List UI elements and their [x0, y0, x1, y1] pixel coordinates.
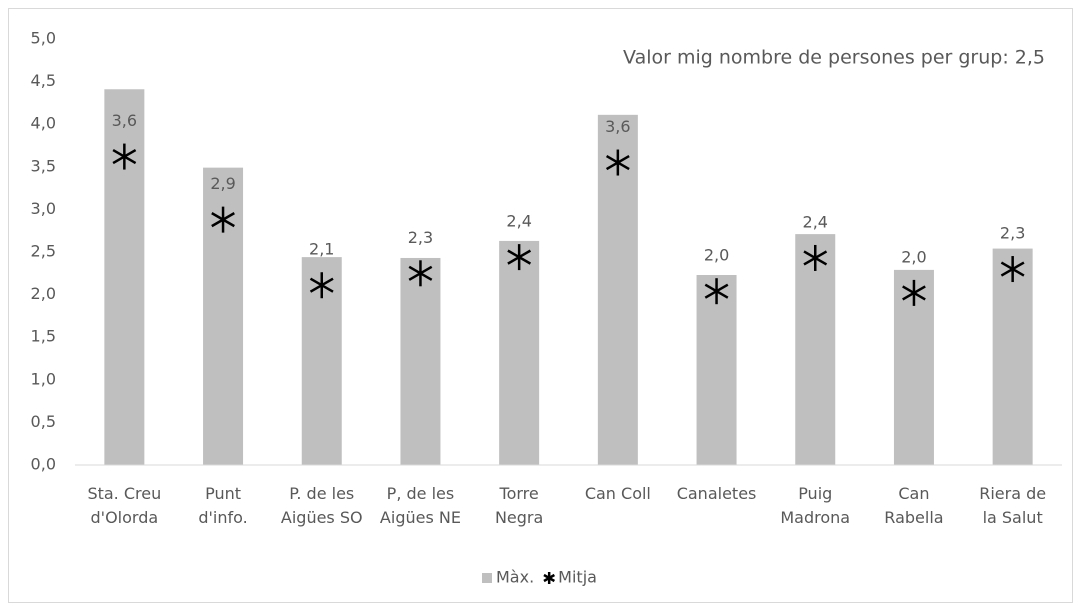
- y-tick-label: 3,5: [31, 156, 56, 175]
- legend-label: Màx.: [496, 568, 534, 587]
- marker-stroke: [803, 250, 828, 266]
- y-tick-label: 0,5: [31, 412, 56, 431]
- x-tick-label: Puig Madrona: [780, 484, 851, 527]
- marker-stroke: [605, 154, 630, 171]
- annotation: Valor mig nombre de persones per grup: 2…: [623, 47, 1045, 69]
- bar: [992, 248, 1033, 465]
- data-label: 2,4: [803, 212, 828, 231]
- bar: [696, 275, 737, 465]
- x-tick-label: Can Rabella: [884, 484, 944, 527]
- y-tick-label: 0,0: [31, 455, 56, 474]
- data-label: 3,6: [605, 117, 630, 136]
- mean-marker: [112, 143, 137, 170]
- x-tick-label: Torre Negra: [494, 484, 544, 527]
- mean-marker: [902, 279, 926, 306]
- marker-stroke: [309, 277, 334, 293]
- data-label: 2,9: [210, 174, 235, 193]
- mean-marker: [704, 278, 729, 305]
- marker-stroke: [704, 283, 729, 299]
- mean-marker: [309, 272, 334, 299]
- marker-stroke: [543, 573, 555, 583]
- data-label: 2,1: [309, 240, 334, 259]
- bar: [795, 234, 836, 465]
- marker-stroke: [1000, 261, 1025, 277]
- marker-stroke: [902, 285, 926, 301]
- data-label: 2,4: [506, 212, 531, 231]
- x-tick-label: P, de les Aigües NE: [379, 484, 461, 527]
- mean-marker: [408, 260, 433, 287]
- chart-frame: [8, 8, 1073, 603]
- data-label: 2,3: [1000, 224, 1025, 243]
- bar: [400, 257, 441, 465]
- y-tick-label: 3,0: [31, 199, 56, 218]
- marker-stroke: [211, 212, 235, 228]
- mean-marker: [543, 572, 555, 584]
- y-tick-label: 2,0: [31, 284, 56, 303]
- x-tick-label: P. de les Aigües SO: [280, 484, 363, 527]
- x-tick-label: Riera de la Salut: [979, 484, 1047, 527]
- x-tick-label: Can Coll: [584, 484, 651, 503]
- marker-stroke: [507, 249, 532, 265]
- data-label: 3,6: [112, 111, 137, 130]
- mean-marker: [211, 206, 235, 233]
- data-label: 2,3: [408, 228, 433, 247]
- marker-stroke: [408, 265, 433, 281]
- data-label: 2,0: [704, 246, 729, 265]
- y-tick-label: 4,5: [31, 71, 56, 90]
- y-tick-label: 1,0: [31, 369, 56, 388]
- y-tick-label: 4,0: [31, 114, 56, 133]
- mean-marker: [1000, 256, 1025, 283]
- legend-swatch: [482, 573, 492, 583]
- y-tick-label: 2,5: [31, 242, 56, 261]
- bar: [499, 240, 540, 465]
- mean-marker: [507, 244, 532, 271]
- mean-marker: [605, 149, 630, 176]
- x-tick-label: Canaletes: [676, 484, 757, 503]
- data-label: 2,0: [901, 247, 926, 266]
- y-tick-label: 5,0: [31, 29, 56, 48]
- x-tick-label: Punt d'info.: [198, 484, 248, 527]
- y-tick-label: 1,5: [31, 327, 56, 346]
- legend-label: Mitja: [558, 568, 597, 587]
- marker-stroke: [112, 148, 137, 165]
- x-tick-label: Sta. Creu d'Olorda: [87, 484, 162, 527]
- mean-marker: [803, 244, 828, 271]
